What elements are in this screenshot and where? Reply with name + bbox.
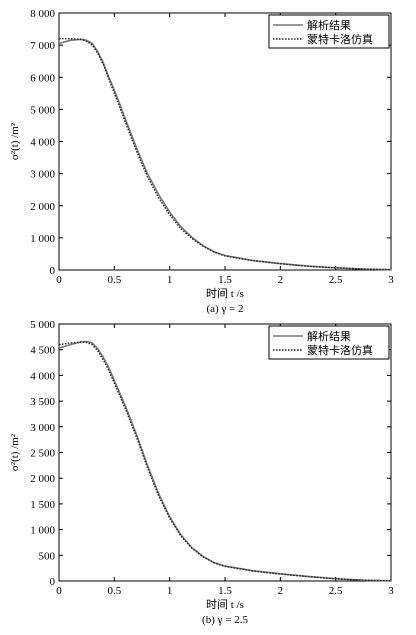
chart-a-xtick-label: 2 bbox=[278, 274, 284, 286]
chart-a-ytick-label: 5 000 bbox=[30, 104, 55, 116]
chart-b-panel-label: (b) γ = 2.5 bbox=[202, 614, 248, 626]
chart-b-ytick-label: 3 000 bbox=[30, 422, 55, 434]
chart-b-legend-label: 蒙特卡洛仿真 bbox=[307, 343, 373, 357]
chart-b-ytick-label: 5 000 bbox=[30, 319, 55, 331]
chart-b-ytick-label: 0 bbox=[50, 576, 56, 588]
chart-b-xtick-label: 2.5 bbox=[329, 585, 343, 597]
chart-b-ytick-label: 2 000 bbox=[30, 473, 55, 485]
chart-b-xtick-label: 1 bbox=[167, 585, 173, 597]
chart-a-ytick-label: 4 000 bbox=[30, 137, 55, 149]
chart-a-xtick-label: 1.5 bbox=[218, 274, 232, 286]
chart-a-legend-box bbox=[268, 14, 390, 49]
chart-b-xtick-label: 3 bbox=[388, 585, 394, 597]
chart-b-ytick-label: 3 500 bbox=[30, 396, 55, 408]
chart-a-panel-label: (a) γ = 2 bbox=[206, 303, 243, 315]
chart-b-xtick-label: 0.5 bbox=[107, 585, 121, 597]
chart-a-ytick-label: 2 000 bbox=[30, 201, 55, 213]
chart-b-xtick-label: 0 bbox=[56, 585, 62, 597]
chart-b-ylabel: σ²(t) /m² bbox=[9, 433, 21, 471]
chart-a-plot-frame bbox=[58, 12, 392, 271]
chart-b-ytick-label: 1 000 bbox=[30, 525, 55, 537]
chart-b-ytick-label: 1 500 bbox=[30, 499, 55, 511]
chart-b-ytick-label: 4 500 bbox=[30, 345, 55, 357]
chart-b-xlabel: 时间 t /s bbox=[206, 598, 244, 611]
chart-b-ytick-label: 4 000 bbox=[30, 370, 55, 382]
chart-a-ytick-label: 1 000 bbox=[30, 233, 55, 245]
chart-a-xlabel: 时间 t /s bbox=[206, 287, 244, 300]
chart-a-ytick-label: 7 000 bbox=[30, 40, 55, 52]
chart-a-legend-label: 蒙特卡洛仿真 bbox=[307, 32, 373, 46]
chart-b-series-monte-carlo-line bbox=[58, 341, 392, 582]
chart-a-ytick-label: 0 bbox=[50, 265, 56, 277]
chart-a-ytick-label: 3 000 bbox=[30, 169, 55, 181]
chart-a-series-monte-carlo-line bbox=[59, 38, 392, 271]
chart-a-xtick-label: 3 bbox=[388, 274, 394, 286]
chart-a-ytick-label: 8 000 bbox=[30, 8, 55, 20]
chart-b-legend-box bbox=[268, 325, 390, 360]
chart-b: 0 0.5 1 1.5 2 2.5 3 0 500 1 000 1 500 2 000 2 500 3 0… bbox=[9, 319, 394, 626]
chart-a-ytick-label: 6 000 bbox=[30, 72, 55, 84]
chart-b-ytick-label: 500 bbox=[39, 550, 56, 562]
chart-a-xtick-label: 0 bbox=[56, 274, 62, 286]
chart-b-legend-label: 解析结果 bbox=[307, 329, 351, 343]
chart-a-xtick-label: 1 bbox=[167, 274, 173, 286]
chart-a-xtick-label: 2.5 bbox=[329, 274, 343, 286]
chart-b-xtick-label: 1.5 bbox=[218, 585, 232, 597]
chart-b-plot-frame bbox=[58, 323, 392, 582]
chart-a-ylabel: σ²(t) /m² bbox=[9, 122, 21, 160]
chart-a-legend-label: 解析结果 bbox=[307, 18, 351, 32]
chart-a-xtick-label: 0.5 bbox=[107, 274, 121, 286]
chart-a: 0 0.5 1 1.5 2 2.5 3 0 1 000 2 000 3 000 4 000 5 000 6… bbox=[9, 8, 394, 315]
chart-b-ytick-label: 2 500 bbox=[30, 448, 55, 460]
chart-b-xtick-label: 2 bbox=[278, 585, 284, 597]
